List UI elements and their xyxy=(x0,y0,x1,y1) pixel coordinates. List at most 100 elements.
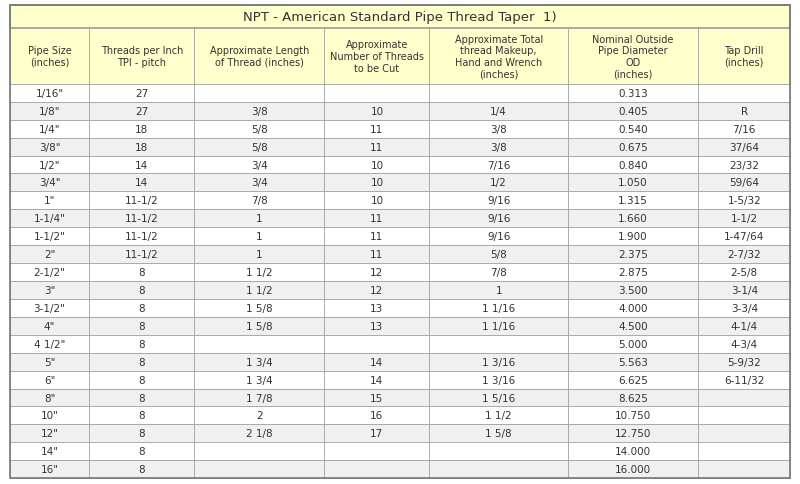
Bar xyxy=(194,317,325,335)
Bar xyxy=(568,138,698,156)
Bar xyxy=(90,228,194,246)
Bar xyxy=(90,246,194,264)
Bar xyxy=(90,407,194,424)
Text: 14: 14 xyxy=(370,375,383,385)
Text: 8: 8 xyxy=(138,286,145,295)
Text: Threads per Inch
TPI - pitch: Threads per Inch TPI - pitch xyxy=(101,46,183,68)
Bar xyxy=(430,442,568,460)
Bar xyxy=(698,389,790,407)
Text: 8: 8 xyxy=(138,393,145,403)
Bar xyxy=(10,85,90,103)
Bar xyxy=(10,407,90,424)
Text: 7/8: 7/8 xyxy=(490,268,507,277)
Bar xyxy=(568,174,698,192)
Text: 1/16": 1/16" xyxy=(35,89,63,99)
Text: Approximate Total
thread Makeup,
Hand and Wrench
(inches): Approximate Total thread Makeup, Hand an… xyxy=(454,34,542,79)
Text: 1: 1 xyxy=(256,214,262,224)
Bar xyxy=(90,103,194,121)
Bar xyxy=(568,424,698,442)
Text: 4-3/4: 4-3/4 xyxy=(730,339,758,349)
Text: 12: 12 xyxy=(370,268,383,277)
Bar xyxy=(698,424,790,442)
Bar xyxy=(430,335,568,353)
Bar xyxy=(90,335,194,353)
Bar xyxy=(430,29,568,85)
Bar xyxy=(568,282,698,299)
Bar xyxy=(568,264,698,282)
Bar xyxy=(10,389,90,407)
Bar xyxy=(430,371,568,389)
Text: 3-1/2": 3-1/2" xyxy=(34,303,66,313)
Text: 10: 10 xyxy=(370,196,383,206)
Bar xyxy=(698,335,790,353)
Bar xyxy=(698,210,790,228)
Text: 2": 2" xyxy=(44,250,55,259)
Bar xyxy=(325,29,430,85)
Bar xyxy=(10,442,90,460)
Text: 1.900: 1.900 xyxy=(618,232,648,242)
Text: 8.625: 8.625 xyxy=(618,393,648,403)
Bar xyxy=(698,228,790,246)
Text: 11-1/2: 11-1/2 xyxy=(125,196,158,206)
Text: 8: 8 xyxy=(138,357,145,367)
Bar xyxy=(10,210,90,228)
Text: 3/4": 3/4" xyxy=(38,178,60,188)
Bar xyxy=(325,424,430,442)
Text: 11: 11 xyxy=(370,250,383,259)
Text: 4 1/2": 4 1/2" xyxy=(34,339,65,349)
Bar xyxy=(698,85,790,103)
Text: 1-5/32: 1-5/32 xyxy=(727,196,761,206)
Text: 4-1/4: 4-1/4 xyxy=(730,321,758,331)
Text: 8: 8 xyxy=(138,321,145,331)
Bar xyxy=(325,335,430,353)
Text: 8: 8 xyxy=(138,410,145,421)
Bar xyxy=(698,353,790,371)
Text: 23/32: 23/32 xyxy=(730,160,759,170)
Text: 17: 17 xyxy=(370,428,383,439)
Bar xyxy=(90,424,194,442)
Text: 4.000: 4.000 xyxy=(618,303,648,313)
Bar xyxy=(430,192,568,210)
Bar xyxy=(194,264,325,282)
Text: 1.050: 1.050 xyxy=(618,178,648,188)
Text: 5/8: 5/8 xyxy=(251,124,268,135)
Text: 2 1/8: 2 1/8 xyxy=(246,428,273,439)
Bar xyxy=(698,138,790,156)
Bar xyxy=(568,371,698,389)
Text: 8: 8 xyxy=(138,464,145,474)
Text: 8: 8 xyxy=(138,446,145,456)
Text: 1 1/16: 1 1/16 xyxy=(482,303,515,313)
Text: 13: 13 xyxy=(370,321,383,331)
Bar xyxy=(325,210,430,228)
Text: 9/16: 9/16 xyxy=(487,214,510,224)
Bar xyxy=(568,210,698,228)
Bar xyxy=(325,192,430,210)
Text: 3/8: 3/8 xyxy=(490,124,507,135)
Text: 16": 16" xyxy=(41,464,58,474)
Bar xyxy=(90,138,194,156)
Bar xyxy=(430,317,568,335)
Bar xyxy=(430,264,568,282)
Text: 2-1/2": 2-1/2" xyxy=(34,268,66,277)
Bar xyxy=(568,228,698,246)
Bar xyxy=(194,442,325,460)
Text: Approximate
Number of Threads
to be Cut: Approximate Number of Threads to be Cut xyxy=(330,40,424,74)
Text: 1-1/2: 1-1/2 xyxy=(730,214,758,224)
Text: 1/8": 1/8" xyxy=(38,106,60,117)
Bar xyxy=(90,317,194,335)
Bar xyxy=(10,138,90,156)
Text: 6.625: 6.625 xyxy=(618,375,648,385)
Text: 18: 18 xyxy=(135,142,149,152)
Text: 6": 6" xyxy=(44,375,55,385)
Bar xyxy=(698,264,790,282)
Bar xyxy=(10,121,90,138)
Bar xyxy=(10,228,90,246)
Bar xyxy=(194,299,325,317)
Bar xyxy=(698,156,790,174)
Text: 7/8: 7/8 xyxy=(251,196,268,206)
Text: 1/4": 1/4" xyxy=(38,124,60,135)
Text: 7/16: 7/16 xyxy=(733,124,756,135)
Bar xyxy=(568,156,698,174)
Bar xyxy=(568,103,698,121)
Bar xyxy=(90,121,194,138)
